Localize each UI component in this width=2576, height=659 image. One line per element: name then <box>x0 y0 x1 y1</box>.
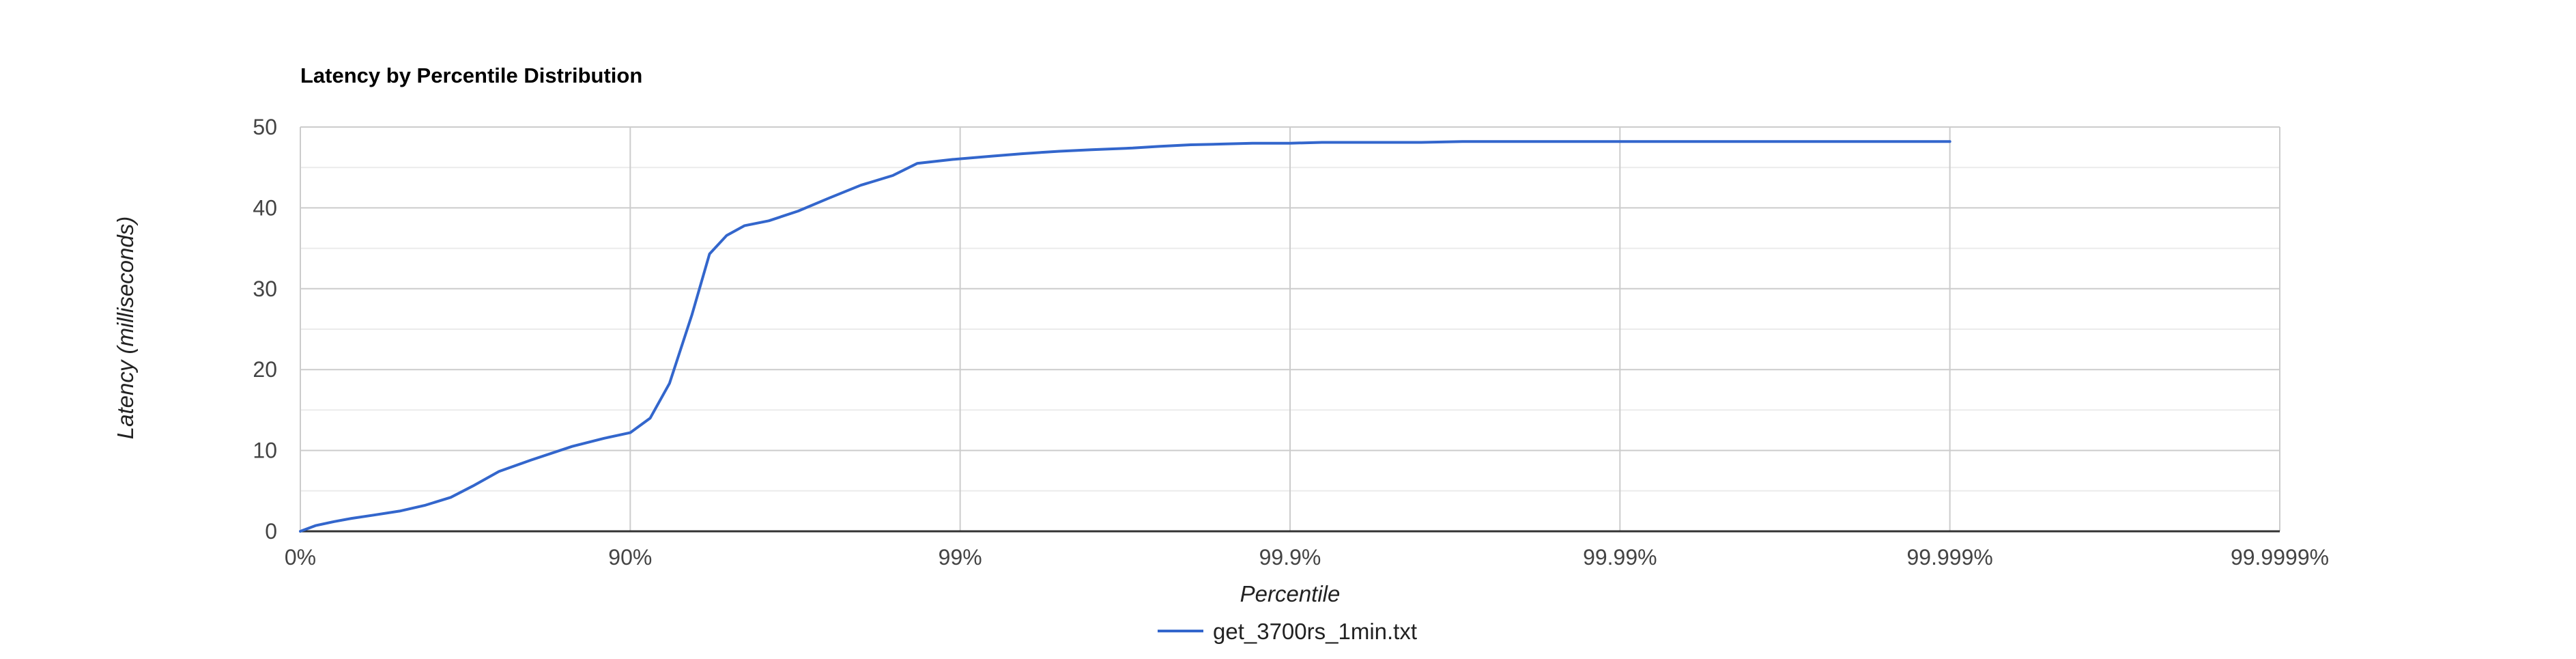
tick-labels: 0 10 20 30 40 50 0% 90% 99% 99.9% 99.99% 99.999% 99.… <box>253 115 2329 570</box>
x-tick-label-0: 0% <box>285 545 316 570</box>
x-axis-label: Percentile <box>1240 581 1341 606</box>
chart-title: Latency by Percentile Distribution <box>300 64 642 87</box>
y-axis-label: Latency (milliseconds) <box>113 216 138 439</box>
y-tick-label-10: 10 <box>253 438 277 463</box>
y-tick-label-20: 20 <box>253 357 277 382</box>
x-tick-label-6: 99.9999% <box>2231 545 2329 570</box>
x-tick-label-1: 90% <box>608 545 652 570</box>
y-tick-label-30: 30 <box>253 277 277 301</box>
y-tick-label-40: 40 <box>253 195 277 220</box>
y-tick-label-0: 0 <box>265 519 277 544</box>
x-tick-label-2: 99% <box>939 545 982 570</box>
legend-entry-label: get_3700rs_1min.txt <box>1213 619 1417 644</box>
series-lines <box>299 140 1951 533</box>
grid-lines <box>300 126 2280 531</box>
x-tick-label-3: 99.9% <box>1259 545 1321 570</box>
series-line-0 <box>299 140 1951 533</box>
legend[interactable]: get_3700rs_1min.txt <box>1158 619 1417 644</box>
y-tick-label-50: 50 <box>253 115 277 139</box>
x-tick-label-4: 99.99% <box>1583 545 1657 570</box>
x-tick-label-5: 99.999% <box>1907 545 1993 570</box>
